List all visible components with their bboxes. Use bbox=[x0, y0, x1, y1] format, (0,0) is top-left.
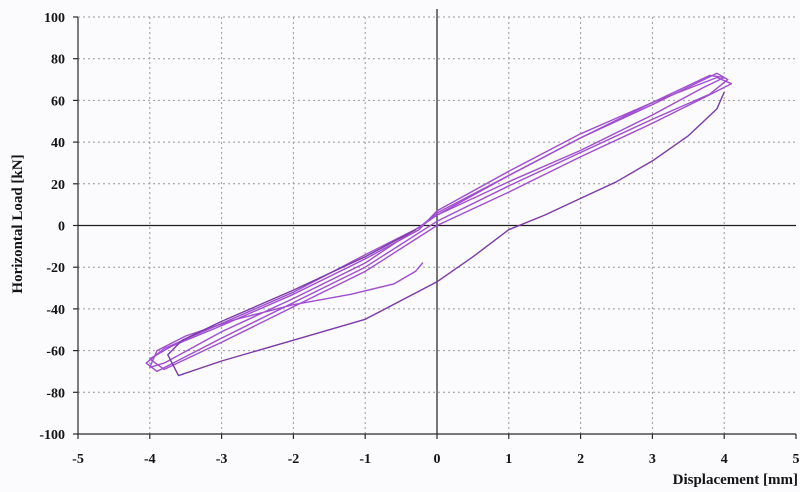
y-tick-label: -20 bbox=[46, 261, 65, 276]
x-axis-title: Displacement [mm] bbox=[673, 472, 798, 488]
x-tick-label: -4 bbox=[144, 452, 156, 467]
x-tick-label: 3 bbox=[649, 452, 656, 467]
series-group bbox=[145, 72, 733, 377]
y-tick-label: 40 bbox=[51, 136, 65, 151]
x-tick-label: 0 bbox=[434, 452, 441, 467]
x-tick-label: 1 bbox=[505, 452, 512, 467]
y-tick-label: -60 bbox=[46, 345, 65, 360]
y-tick-label: -80 bbox=[46, 386, 65, 401]
y-tick-label: 0 bbox=[58, 220, 65, 235]
series-line-1 bbox=[149, 74, 725, 368]
series-line-3 bbox=[149, 76, 733, 371]
x-tick-label: 2 bbox=[577, 452, 584, 467]
y-tick-label: -100 bbox=[39, 428, 65, 443]
y-tick-label: 60 bbox=[51, 94, 65, 109]
y-tick-label: 80 bbox=[51, 53, 65, 68]
series-line-4 bbox=[167, 91, 725, 377]
y-tick-label: 100 bbox=[44, 11, 65, 26]
y-axis-title: Horizontal Load [kN] bbox=[10, 154, 26, 293]
x-tick-label: -3 bbox=[216, 452, 228, 467]
x-tick-label: 4 bbox=[721, 452, 728, 467]
x-tick-label: -1 bbox=[359, 452, 371, 467]
tick-labels: -5 -4 -3 -2 -1 0 1 2 3 4 5 100 80 60 40 20 0 -20 -40 -60 -80… bbox=[39, 11, 799, 467]
x-tick-label: -2 bbox=[288, 452, 300, 467]
x-tick-label: 5 bbox=[793, 452, 800, 467]
y-tick-label: -40 bbox=[46, 303, 65, 318]
series-line-2 bbox=[145, 72, 729, 373]
y-tick-label: 20 bbox=[51, 178, 65, 193]
x-tick-label: -5 bbox=[72, 452, 84, 467]
